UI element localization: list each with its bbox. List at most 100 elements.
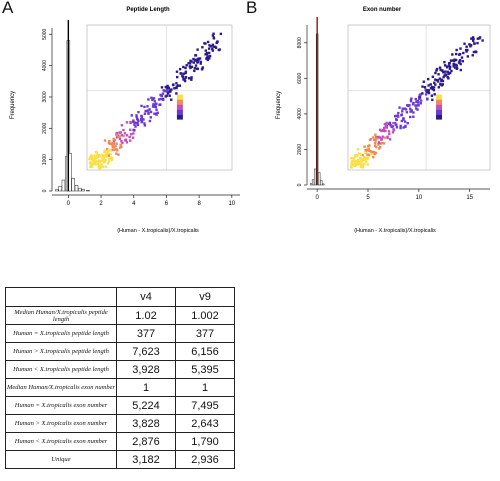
inset-point: [399, 126, 402, 130]
inset-point: [173, 87, 176, 90]
inset-point: [408, 104, 411, 107]
inset-point: [149, 110, 153, 114]
inset-point: [476, 41, 479, 45]
inset-point: [478, 37, 481, 40]
inset-point: [415, 100, 418, 104]
histogram-bar: [86, 190, 90, 192]
inset-point: [205, 56, 209, 59]
inset-point: [455, 66, 459, 70]
inset-point: [117, 135, 120, 139]
inset-point: [353, 155, 357, 158]
inset-point: [93, 156, 97, 160]
inset-point: [388, 132, 391, 136]
inset-point: [101, 156, 104, 160]
inset-point: [146, 105, 149, 108]
inset-point: [104, 154, 108, 157]
inset-point: [136, 121, 139, 125]
inset-point: [472, 37, 475, 41]
inset-point: [425, 97, 429, 100]
column-header: v9: [175, 287, 235, 307]
inset-point: [90, 163, 93, 166]
inset-point: [377, 135, 380, 139]
x-tick-label: 0: [67, 201, 71, 207]
inset-point: [132, 120, 135, 124]
row-label: Median Human/X.tropicalis peptide length: [5, 306, 117, 325]
inset-point: [401, 110, 404, 113]
inset-point: [355, 154, 358, 157]
inset-point: [103, 139, 107, 142]
inset-point: [443, 60, 446, 64]
inset-point: [89, 161, 92, 164]
inset-point: [468, 43, 471, 46]
inset-point: [363, 162, 366, 166]
inset-point: [214, 46, 218, 49]
inset-point: [371, 150, 374, 154]
inset-point: [459, 68, 463, 72]
inset-point: [424, 88, 427, 91]
inset-point: [356, 158, 360, 162]
inset-point: [135, 115, 138, 119]
inset-point: [149, 116, 152, 119]
inset-point: [107, 160, 111, 163]
inset-point: [377, 141, 381, 144]
peptide-length-chart: Peptide Length Frequency (Human - X.trop…: [10, 7, 240, 234]
inset-point: [184, 76, 188, 79]
inset-point: [147, 111, 150, 115]
inset-point: [106, 162, 110, 165]
histogram-bar: [313, 168, 317, 186]
inset-point: [378, 136, 382, 139]
inset-point: [437, 73, 440, 76]
inset-point: [459, 62, 462, 66]
inset-point: [115, 152, 118, 155]
histogram-bar: [81, 189, 85, 192]
inset-point: [417, 104, 420, 107]
table-row: Human = X.tropicalis exon number 5,224 7,4…: [5, 396, 235, 415]
histogram-bar: [309, 183, 313, 186]
inset-point: [211, 49, 215, 52]
inset-point: [443, 74, 446, 77]
inset-point: [154, 105, 158, 109]
inset-point: [166, 84, 169, 88]
inset-point: [102, 154, 106, 157]
inset-point: [357, 162, 361, 165]
inset-point: [441, 79, 445, 83]
inset-point: [447, 64, 451, 68]
inset-point: [350, 157, 353, 160]
inset-point: [368, 144, 371, 147]
inset-point: [103, 160, 107, 163]
inset-point: [140, 115, 144, 119]
inset-point: [195, 67, 199, 70]
x-tick-label: 0: [315, 195, 319, 201]
inset-point: [409, 107, 412, 110]
inset-point: [140, 119, 144, 123]
y-tick-label: 0: [297, 183, 303, 186]
inset-point: [361, 166, 365, 169]
inset-point: [98, 161, 102, 164]
inset-point: [104, 165, 107, 168]
inset-point: [418, 96, 422, 99]
inset-point: [140, 104, 143, 108]
inset-point: [401, 107, 404, 110]
inset-point: [455, 48, 458, 52]
inset-point: [419, 99, 423, 102]
inset-point: [412, 111, 415, 114]
inset-point: [452, 62, 456, 66]
inset-point: [398, 106, 401, 109]
inset-point: [145, 109, 148, 113]
inset-point: [190, 65, 194, 69]
inset-point: [359, 153, 363, 156]
column-header: [5, 287, 117, 307]
inset-point: [470, 37, 473, 40]
inset-point: [189, 66, 192, 70]
inset-point: [104, 158, 107, 162]
histogram-bar: [320, 180, 323, 186]
inset-point: [466, 55, 470, 58]
inset-point: [434, 71, 437, 75]
inset-point: [454, 66, 457, 69]
inset-point: [101, 158, 105, 161]
inset-point: [395, 126, 399, 129]
inset-point: [152, 104, 155, 108]
inset-point: [444, 70, 447, 73]
inset-point: [96, 163, 100, 166]
inset-point: [435, 69, 438, 72]
